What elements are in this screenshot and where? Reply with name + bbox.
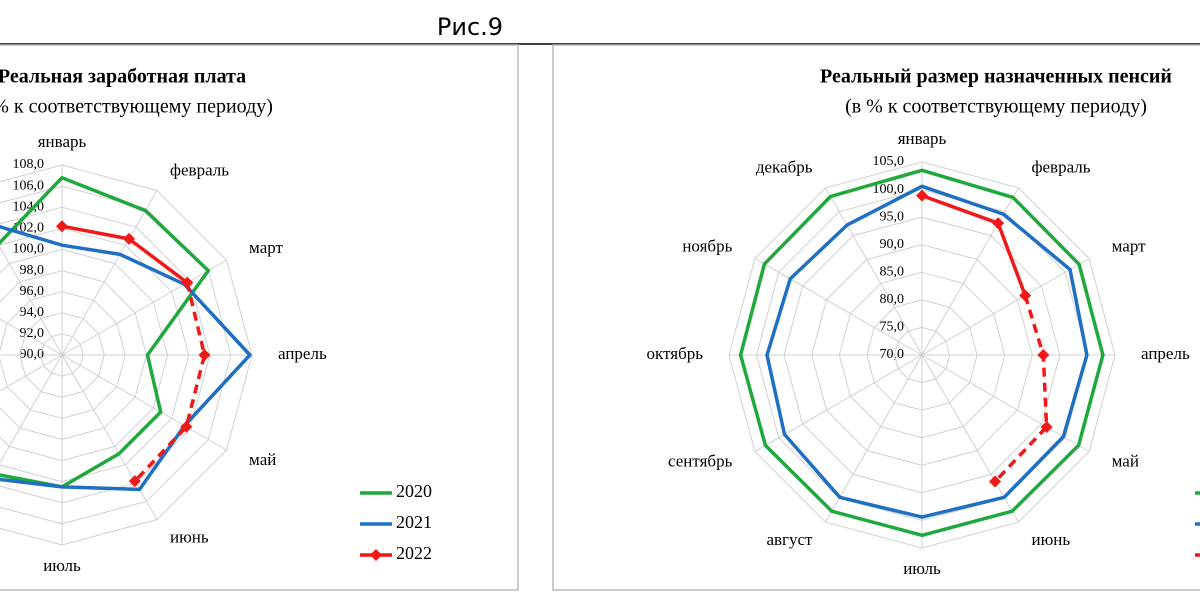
- r-tick-label: 105,0: [873, 154, 905, 169]
- chart-subtitle: (в % к соответствующему периоду): [0, 96, 273, 118]
- category-label: июнь: [170, 528, 209, 547]
- spoke: [921, 354, 1019, 523]
- series-line: [993, 294, 1049, 483]
- chart-title: Реальный размер назначенных пенсий: [820, 66, 1172, 88]
- spoke: [754, 354, 923, 452]
- chart-subtitle: (в % к соответствующему периоду): [845, 96, 1147, 118]
- legend-label: 2022: [396, 543, 432, 563]
- grid-ring: [728, 161, 1116, 549]
- legend-marker: [370, 549, 382, 561]
- series-line: [765, 184, 1089, 519]
- r-tick-label: 70,0: [880, 347, 905, 362]
- point-marker: [989, 475, 1002, 488]
- category-label: август: [766, 530, 813, 549]
- r-tick-label: 90,0: [880, 237, 905, 252]
- category-label: октябрь: [647, 344, 704, 363]
- point-marker: [123, 232, 136, 245]
- point-marker: [916, 189, 928, 202]
- r-tick-label: 94,0: [20, 305, 45, 320]
- category-label: март: [249, 238, 283, 257]
- category-label: январь: [898, 129, 947, 148]
- grid-ring: [0, 270, 147, 440]
- spoke: [0, 246, 63, 356]
- spoke: [921, 187, 1019, 356]
- r-tick-label: 108,0: [13, 157, 45, 172]
- chart-title: Реальная заработная плата: [0, 66, 246, 88]
- category-label: июль: [903, 559, 941, 578]
- r-tick-label: 106,0: [13, 178, 45, 193]
- point-marker: [180, 420, 193, 433]
- r-tick-label: 100,0: [873, 182, 905, 197]
- figure-caption: Рис.9: [437, 13, 503, 41]
- legend-label: 2021: [396, 512, 432, 532]
- spoke: [825, 187, 923, 356]
- category-label: сентябрь: [668, 451, 733, 470]
- grid-ring: [0, 227, 190, 483]
- spoke: [61, 354, 227, 451]
- grid-ring: [0, 291, 126, 419]
- category-label: июнь: [1032, 530, 1071, 549]
- spoke: [825, 354, 923, 523]
- point-marker: [56, 220, 68, 233]
- spoke: [921, 258, 1090, 356]
- point-marker: [198, 349, 211, 361]
- spoke: [921, 354, 1090, 452]
- grid-ring: [866, 299, 978, 411]
- spoke: [0, 354, 63, 392]
- category-label: март: [1112, 236, 1146, 255]
- r-tick-label: 95,0: [880, 209, 905, 224]
- category-label: апрель: [278, 344, 327, 363]
- point-marker: [1040, 420, 1053, 433]
- grid-ring: [40, 333, 84, 377]
- series-line: [738, 168, 1105, 538]
- panel-left: [0, 44, 519, 591]
- category-label: январь: [38, 132, 87, 151]
- category-label: ноябрь: [682, 236, 732, 255]
- grid-ring: [0, 248, 169, 462]
- category-label: февраль: [170, 160, 229, 179]
- r-tick-label: 100,0: [13, 242, 45, 257]
- grid-ring: [893, 326, 951, 384]
- legend-label: 2020: [396, 481, 432, 501]
- spoke: [0, 354, 63, 464]
- point-marker: [1019, 289, 1032, 302]
- r-tick-label: 98,0: [20, 263, 45, 278]
- r-tick-label: 92,0: [20, 326, 45, 341]
- spoke: [0, 318, 63, 356]
- category-label: апрель: [1141, 344, 1190, 363]
- category-label: май: [1112, 451, 1139, 470]
- category-label: май: [249, 450, 276, 469]
- spoke: [61, 259, 227, 356]
- series-line: [133, 282, 207, 483]
- r-tick-label: 85,0: [880, 265, 905, 280]
- grid-ring: [783, 216, 1061, 494]
- r-tick-label: 75,0: [880, 320, 905, 335]
- point-marker: [181, 276, 194, 289]
- point-marker: [992, 217, 1005, 230]
- r-tick-label: 90,0: [20, 347, 45, 362]
- grid-ring: [811, 244, 1033, 466]
- point-marker: [128, 475, 141, 488]
- category-label: февраль: [1032, 158, 1091, 177]
- grid-ring: [756, 189, 1088, 521]
- spoke: [61, 354, 158, 520]
- grid-ring: [0, 164, 253, 546]
- spoke: [61, 190, 158, 356]
- r-tick-label: 96,0: [20, 284, 45, 299]
- category-label: июль: [43, 556, 81, 575]
- grid-ring: [19, 312, 105, 398]
- point-marker: [1037, 349, 1050, 361]
- category-label: декабрь: [756, 158, 813, 177]
- r-tick-label: 80,0: [880, 292, 905, 307]
- grid-ring: [838, 271, 1006, 439]
- spoke: [754, 258, 923, 356]
